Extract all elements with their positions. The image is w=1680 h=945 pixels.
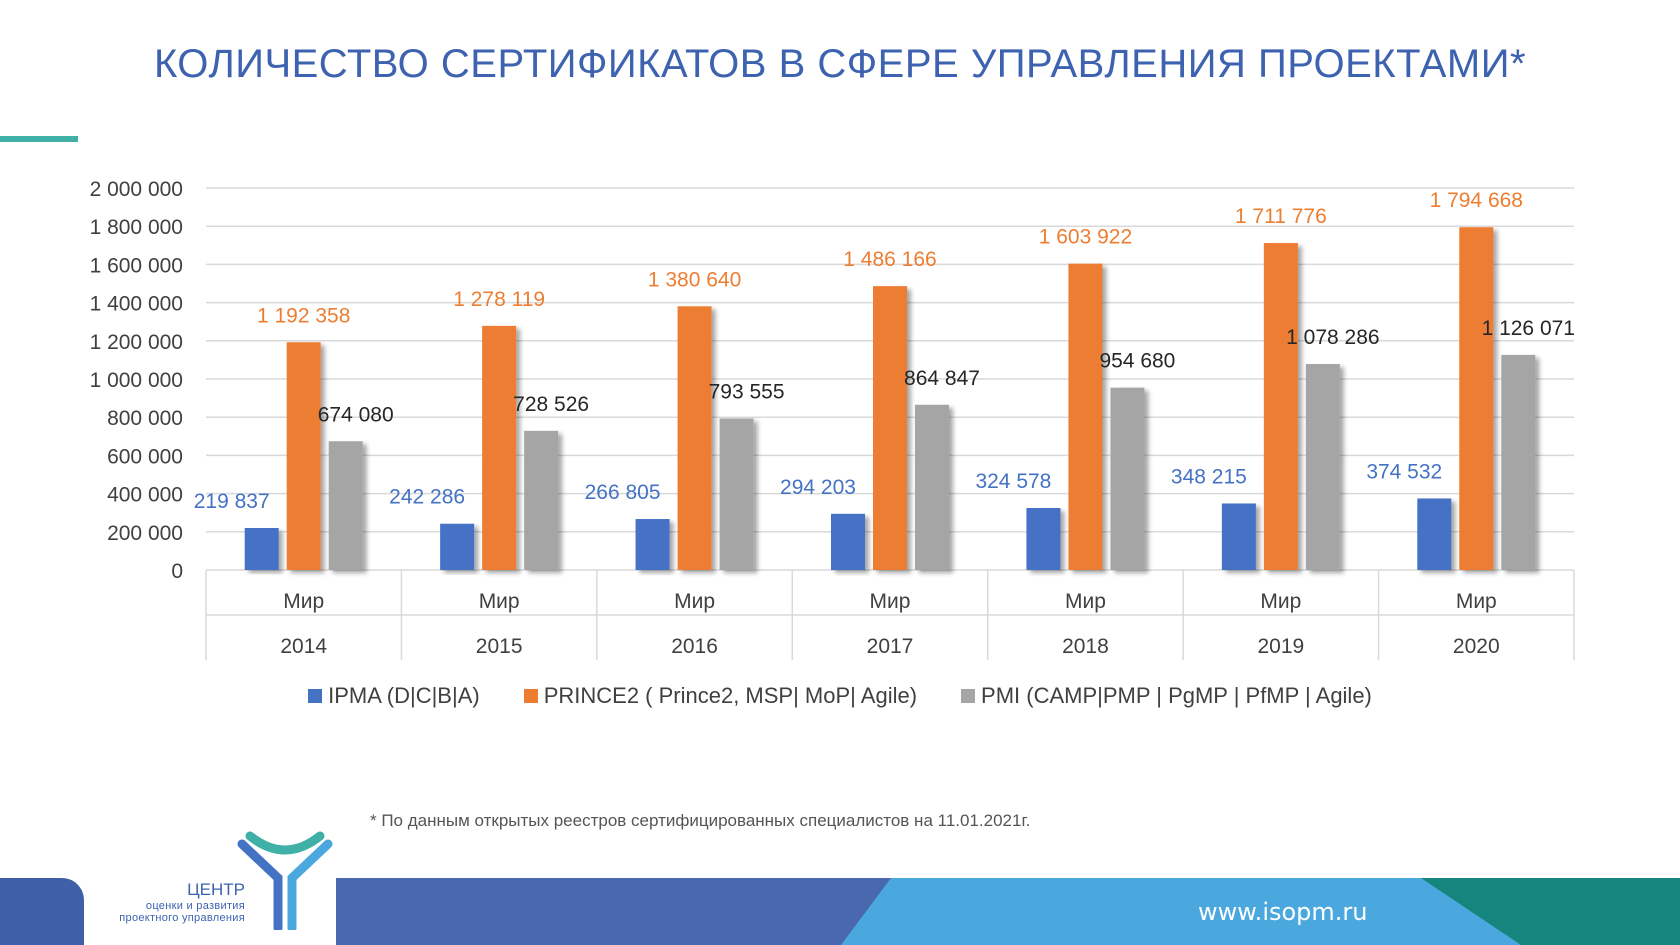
data-label: 1 794 668	[1430, 189, 1523, 212]
bar-0	[1221, 503, 1256, 570]
legend-item-prince2: PRINCE2 ( Prince2, MSP| MoP| Agile)	[523, 683, 918, 709]
y-tick-label: 400 000	[107, 484, 183, 507]
bar-0	[831, 513, 865, 570]
y-tick-label: 800 000	[107, 407, 183, 430]
data-label: 324 578	[975, 470, 1051, 493]
y-tick-label: 1 600 000	[90, 254, 183, 277]
bar-2	[524, 430, 559, 570]
bar-2	[719, 418, 754, 570]
data-label: 1 380 640	[648, 268, 741, 291]
category-sublabel: Мир	[674, 590, 715, 613]
bar-2	[915, 404, 949, 570]
bar-0	[1417, 498, 1452, 570]
slide-title: КОЛИЧЕСТВО СЕРТИФИКАТОВ В СФЕРЕ УПРАВЛЕН…	[153, 42, 1527, 86]
category-sublabel: Мир	[479, 590, 520, 613]
legend-swatch-pmi	[961, 689, 976, 703]
y-tick-label: 600 000	[107, 445, 183, 468]
data-label: 1 603 922	[1039, 226, 1132, 249]
category-label: 2020	[1453, 635, 1500, 658]
category-label: 2016	[671, 635, 718, 658]
site-url-link[interactable]: www.isopm.ru	[1198, 898, 1368, 926]
footnote: * По данным открытых реестров сертифицир…	[370, 811, 1031, 830]
accent-line	[0, 136, 78, 142]
data-label: 374 532	[1366, 460, 1442, 483]
data-label: 266 805	[585, 481, 661, 504]
legend-label-prince2: PRINCE2 ( Prince2, MSP| MoP| Agile)	[543, 683, 918, 708]
data-label: 674 080	[318, 403, 394, 426]
logo-mark-icon	[237, 831, 333, 930]
category-sublabel: Мир	[1456, 590, 1497, 613]
category-label: 2018	[1062, 635, 1109, 658]
category-label: 2017	[867, 635, 914, 658]
logo-title: ЦЕНТР	[187, 880, 245, 899]
data-label: 294 203	[780, 476, 856, 499]
bar-1	[286, 342, 321, 570]
company-logo: ЦЕНТР оценки и развития проектного управ…	[100, 830, 345, 945]
bar-0	[1026, 508, 1061, 570]
bar-chart: 0 200 000 400 000 600 000 800 000 1 000 000 1 …	[90, 178, 1575, 660]
category-label: 2014	[280, 635, 327, 658]
bar-0	[244, 528, 279, 570]
bar-1	[677, 306, 712, 570]
category-sublabel: Мир	[1065, 590, 1106, 613]
bar-2	[1305, 364, 1340, 570]
legend-label-ipma: IPMA (D|C|B|A)	[328, 683, 480, 708]
bar-2	[1110, 387, 1145, 570]
data-label: 1 278 119	[453, 288, 545, 311]
data-label: 242 286	[389, 486, 465, 509]
legend-item-pmi: PMI (CAMP|PMP | PgMP | PfMP | Agile)	[961, 683, 1372, 709]
footer-left-block	[0, 878, 84, 945]
data-label: 793 555	[709, 380, 785, 403]
bar-0	[635, 519, 670, 570]
y-tick-label: 1 800 000	[90, 216, 183, 239]
category-label: 2015	[476, 635, 523, 658]
legend-label-pmi: PMI (CAMP|PMP | PgMP | PfMP | Agile)	[981, 683, 1372, 708]
y-tick-label: 200 000	[107, 522, 183, 545]
footer-band	[336, 878, 1680, 945]
bar-2	[1501, 354, 1536, 570]
y-tick-label: 1 400 000	[90, 293, 183, 316]
data-label: 1 711 776	[1235, 205, 1327, 228]
y-tick-label: 0	[171, 560, 183, 583]
bar-0	[440, 523, 475, 570]
y-tick-label: 1 200 000	[90, 331, 183, 354]
data-label: 1 078 286	[1286, 326, 1379, 349]
legend-swatch-ipma	[308, 689, 323, 703]
bar-1	[1459, 227, 1494, 570]
logo-subtitle-2: проектного управления	[119, 912, 245, 924]
logo-subtitle-1: оценки и развития	[145, 900, 245, 912]
category-sublabel: Мир	[283, 590, 324, 613]
y-tick-label: 1 000 000	[90, 369, 183, 392]
legend-swatch-prince2	[523, 689, 538, 703]
data-label: 1 486 166	[843, 248, 936, 271]
bar-1	[1068, 263, 1103, 570]
bar-2	[328, 441, 363, 570]
bar-1	[873, 286, 907, 570]
category-sublabel: Мир	[1260, 590, 1301, 613]
data-label: 954 680	[1099, 350, 1175, 373]
category-label: 2019	[1257, 635, 1304, 658]
legend-item-ipma: IPMA (D|C|B|A)	[308, 683, 480, 709]
data-label: 1 192 358	[257, 304, 350, 327]
data-label: 219 837	[194, 490, 270, 513]
data-label: 348 215	[1171, 465, 1247, 488]
data-label: 864 847	[904, 367, 980, 390]
data-label: 1 126 071	[1482, 317, 1575, 340]
chart-legend: IPMA (D|C|B|A) PRINCE2 ( Prince2, MSP| M…	[0, 683, 1680, 709]
bar-1	[1263, 243, 1298, 570]
category-sublabel: Мир	[870, 590, 911, 613]
bar-1	[482, 325, 517, 570]
y-tick-label: 2 000 000	[90, 178, 183, 201]
data-label: 728 526	[513, 393, 589, 416]
